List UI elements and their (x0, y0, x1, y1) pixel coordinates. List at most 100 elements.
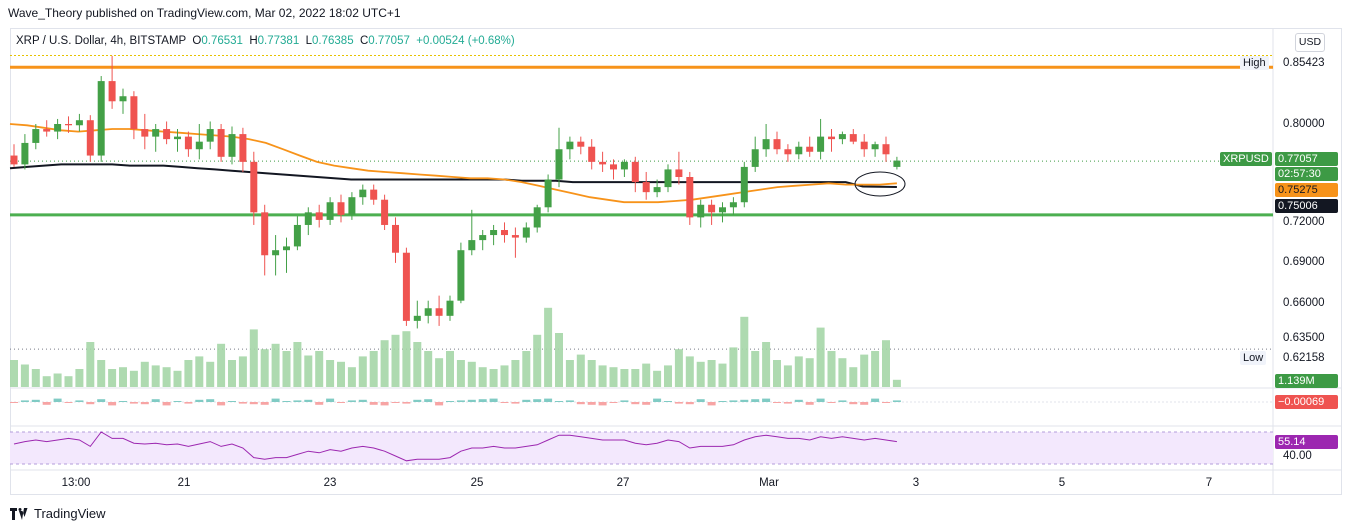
last-price-tag: 0.77057 (1275, 152, 1338, 166)
candle-body (446, 300, 454, 316)
macd-histogram-bar (500, 402, 509, 403)
macd-histogram-bar (391, 402, 400, 403)
macd-histogram-bar (293, 400, 302, 402)
candle-body (686, 177, 694, 218)
candle-body (195, 141, 203, 150)
annotation-ellipse (854, 171, 906, 197)
candle-body (544, 179, 552, 208)
volume-bar (882, 340, 890, 387)
volume-bar (555, 333, 563, 387)
symbol-title[interactable]: XRP / U.S. Dollar, 4h, BITSTAMP (16, 35, 187, 47)
x-tick-label: 21 (178, 477, 191, 489)
open-value: 0.76531 (201, 35, 243, 47)
macd-histogram-bar (129, 402, 138, 404)
volume-bar (478, 367, 487, 387)
macd-histogram-bar (576, 402, 585, 405)
macd-histogram-bar (707, 402, 716, 406)
rsi-line (13, 431, 897, 462)
footer: TradingView (10, 506, 106, 521)
x-tick-label: Mar (759, 477, 779, 489)
candle-body (86, 120, 94, 156)
candle-body (43, 129, 51, 132)
macd-histogram-bar (108, 402, 117, 406)
macd-histogram-bar (740, 399, 749, 402)
candle-body (871, 144, 879, 150)
volume-bar (522, 351, 531, 387)
candle-body (152, 129, 160, 137)
volume-bar (674, 349, 683, 387)
volume-bar (228, 360, 236, 387)
low-value: 0.76385 (312, 35, 354, 47)
candle-body (522, 227, 530, 238)
y-tick-label: 0.80000 (1283, 118, 1325, 130)
volume-bar (664, 365, 672, 387)
candle-body (751, 149, 759, 167)
candle-body (511, 235, 519, 238)
macd-histogram-bar (119, 401, 127, 402)
volume-bar (860, 354, 869, 387)
candle-body (206, 129, 214, 142)
volume-bar (402, 331, 411, 387)
candle-body (261, 212, 269, 256)
volume-bar (315, 351, 324, 387)
candle-body (806, 146, 814, 152)
x-tick-label: 27 (617, 477, 630, 489)
candle-body (664, 169, 672, 188)
macd-histogram-bar (587, 402, 596, 405)
macd-histogram-bar (20, 400, 29, 402)
volume-bar (718, 363, 727, 387)
macd-histogram-bar (151, 399, 160, 402)
volume-bar (347, 367, 356, 387)
candle-body (108, 81, 116, 102)
volume-bar (642, 363, 651, 387)
macd-histogram-bar (718, 401, 727, 402)
volume-bar (249, 329, 258, 387)
volume-bar (456, 360, 465, 387)
macd-histogram-bar (97, 399, 106, 402)
macd-histogram-bar (424, 399, 433, 402)
candle-body (697, 204, 705, 218)
low-label: L (305, 35, 313, 47)
macd-histogram-bar (282, 401, 291, 402)
rsi-band (10, 432, 1273, 464)
macd-histogram-bar (871, 398, 880, 402)
macd-histogram-bar (783, 402, 792, 404)
volume-bar (446, 351, 454, 387)
volume-bar (783, 365, 792, 387)
x-tick-label: 7 (1206, 477, 1212, 489)
macd-histogram-bar (794, 399, 803, 402)
macd-histogram-bar (860, 402, 869, 405)
macd-histogram-bar (838, 400, 847, 402)
macd-histogram-bar (642, 402, 651, 405)
macd-histogram-bar (511, 402, 520, 404)
macd-histogram-bar (380, 402, 389, 406)
volume-bar (871, 351, 880, 387)
volume-bar (773, 360, 781, 387)
macd-histogram-bar (347, 400, 356, 402)
volume-bar (173, 370, 182, 387)
volume-bar (271, 343, 280, 387)
candle-body (272, 250, 280, 256)
candle-body (762, 139, 770, 150)
volume-bar (10, 360, 18, 387)
candle-body (163, 129, 171, 140)
high-tag-value: 0.85423 (1283, 57, 1325, 69)
macd-histogram-bar (598, 402, 607, 406)
macd-histogram-bar (882, 402, 890, 403)
volume-bar (565, 360, 574, 387)
candle-body (381, 199, 389, 225)
currency-button[interactable]: USD (1295, 33, 1325, 52)
macd-histogram-bar (849, 402, 858, 405)
ma-orange-tag: 0.75275 (1275, 183, 1338, 197)
macd-histogram-bar (315, 402, 324, 405)
high-tag-label: High (1240, 56, 1269, 70)
candle-body (392, 224, 399, 253)
macd-histogram-bar (565, 400, 574, 402)
x-tick-label: 23 (324, 477, 337, 489)
candle-body (828, 136, 835, 140)
candle-body (130, 96, 138, 130)
macd-histogram-bar (522, 399, 531, 402)
candle-body (708, 204, 716, 213)
candle-body (620, 161, 628, 170)
